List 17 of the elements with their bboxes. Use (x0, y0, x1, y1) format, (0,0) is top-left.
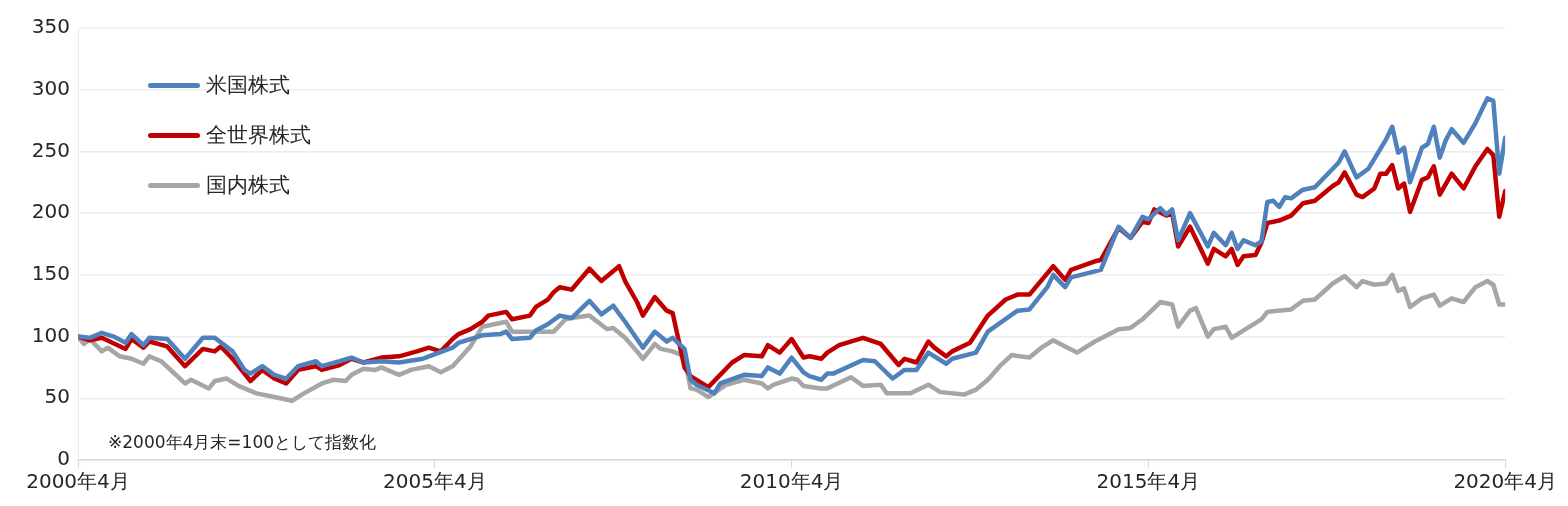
y-tick-label: 50 (44, 384, 70, 409)
x-tick-label: 2010年4月 (739, 469, 844, 494)
y-tick-label: 250 (31, 137, 70, 162)
y-tick-label: 350 (31, 14, 70, 39)
y-tick-label: 200 (31, 199, 70, 224)
x-tick-label: 2020年4月 (1453, 469, 1557, 494)
x-tick-label: 2005年4月 (382, 469, 487, 494)
x-tick-label: 2015年4月 (1096, 469, 1201, 494)
x-tick-label: 2000年4月 (26, 469, 130, 494)
y-tick-label: 0 (57, 446, 70, 471)
legend-label: 全世界株式 (206, 122, 311, 149)
y-tick-label: 300 (31, 75, 70, 100)
legend-label: 米国株式 (206, 72, 290, 99)
legend-label: 国内株式 (206, 172, 290, 199)
y-tick-label: 100 (31, 322, 70, 347)
y-tick-label: 150 (31, 261, 70, 286)
annotation: ※2000年4月末=100として指数化 (108, 431, 377, 452)
